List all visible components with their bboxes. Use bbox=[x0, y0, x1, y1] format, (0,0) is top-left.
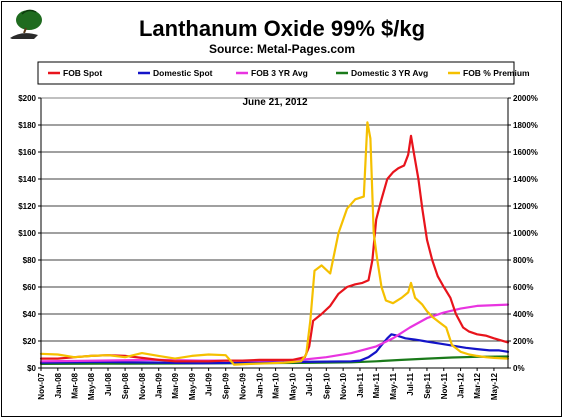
legend-label: FOB % Premium bbox=[463, 68, 530, 78]
x-tick-label: Jul-11 bbox=[406, 372, 415, 395]
y-left-tick-label: $60 bbox=[23, 283, 37, 292]
x-tick-label: May-11 bbox=[389, 372, 398, 399]
y-right-tick-label: 1000% bbox=[513, 229, 538, 238]
x-tick-label: Nov-11 bbox=[440, 372, 449, 399]
date-annotation: June 21, 2012 bbox=[242, 97, 307, 108]
y-axis-left-ticks: $0 $20 $40 $60 $80 $100 $120 $140 $160 $180 $200 bbox=[18, 94, 41, 373]
y-right-tick-label: 2000% bbox=[513, 94, 538, 103]
x-tick-label: Sep-11 bbox=[423, 372, 432, 398]
y-right-tick-label: 200% bbox=[513, 337, 533, 346]
x-tick-label: Jul-09 bbox=[205, 372, 214, 396]
x-tick-label: Sep-09 bbox=[222, 372, 231, 399]
y-right-tick-label: 1200% bbox=[513, 202, 538, 211]
x-tick-label: Nov-07 bbox=[37, 372, 46, 399]
legend-label: Domestic 3 YR Avg bbox=[351, 68, 428, 78]
legend-label: FOB Spot bbox=[63, 68, 102, 78]
y-right-tick-label: 1400% bbox=[513, 175, 538, 184]
x-tick-label: Jul-10 bbox=[305, 372, 314, 396]
y-right-tick-label: 800% bbox=[513, 256, 533, 265]
y-right-tick-label: 400% bbox=[513, 310, 533, 319]
y-axis-right-ticks: 0% 200% 400% 600% 800% 1000% 1200% 1400% 1600% 18… bbox=[508, 94, 538, 373]
series-line-fob-spot bbox=[39, 134, 510, 363]
x-tick-label: Mar-12 bbox=[473, 372, 482, 398]
y-left-tick-label: $180 bbox=[18, 121, 36, 130]
y-left-tick-label: $140 bbox=[18, 175, 36, 184]
y-right-tick-label: 0% bbox=[513, 364, 525, 373]
y-left-tick-label: $80 bbox=[23, 256, 37, 265]
x-tick-label: May-10 bbox=[288, 372, 297, 400]
y-right-tick-label: 1800% bbox=[513, 121, 538, 130]
x-tick-label: Jan-12 bbox=[457, 372, 466, 398]
x-tick-label: Sep-10 bbox=[322, 372, 331, 399]
plot-area bbox=[39, 97, 510, 369]
series-line-fob-premium bbox=[39, 121, 510, 366]
y-left-tick-label: $100 bbox=[18, 229, 36, 238]
x-tick-label: Jul-08 bbox=[104, 372, 113, 396]
x-tick-label: Mar-11 bbox=[372, 372, 381, 398]
x-tick-label: Jan-10 bbox=[255, 372, 264, 398]
chart-subtitle: Source: Metal-Pages.com bbox=[209, 42, 355, 56]
x-tick-label: Jan-08 bbox=[54, 372, 63, 398]
series-layer bbox=[39, 121, 510, 366]
x-tick-label: May-09 bbox=[188, 372, 197, 400]
chart-title: Lanthanum Oxide 99% $/kg bbox=[139, 16, 425, 41]
x-tick-label: Mar-10 bbox=[272, 372, 281, 398]
x-tick-label: Sep-08 bbox=[121, 372, 130, 399]
x-tick-label: Jan-11 bbox=[356, 372, 365, 397]
y-left-tick-label: $160 bbox=[18, 148, 36, 157]
x-tick-label: Mar-09 bbox=[171, 372, 180, 398]
x-tick-label: May-08 bbox=[87, 372, 96, 400]
legend-label: FOB 3 YR Avg bbox=[251, 68, 308, 78]
y-left-tick-label: $40 bbox=[23, 310, 37, 319]
series-line-domestic-spot bbox=[39, 333, 510, 365]
x-tick-label: Jan-09 bbox=[155, 372, 164, 398]
legend: FOB Spot Domestic Spot FOB 3 YR Avg Domesti… bbox=[37, 61, 530, 85]
x-tick-label: Nov-08 bbox=[138, 372, 147, 399]
x-tick-label: May-12 bbox=[490, 372, 499, 400]
y-right-tick-label: 600% bbox=[513, 283, 533, 292]
y-right-tick-label: 1600% bbox=[513, 148, 538, 157]
x-tick-label: Nov-10 bbox=[339, 372, 348, 399]
y-left-tick-label: $200 bbox=[18, 94, 36, 103]
x-tick-label: Mar-08 bbox=[70, 372, 79, 398]
y-left-tick-label: $120 bbox=[18, 202, 36, 211]
x-tick-label: Nov-09 bbox=[239, 372, 248, 399]
y-left-tick-label: $20 bbox=[23, 337, 37, 346]
legend-label: Domestic Spot bbox=[153, 68, 213, 78]
y-left-tick-label: $0 bbox=[27, 364, 36, 373]
x-axis-ticks: Nov-07 Jan-08 Mar-08 May-08 Jul-08 Sep-08 Nov-… bbox=[37, 368, 499, 400]
logo-icon bbox=[10, 9, 42, 39]
